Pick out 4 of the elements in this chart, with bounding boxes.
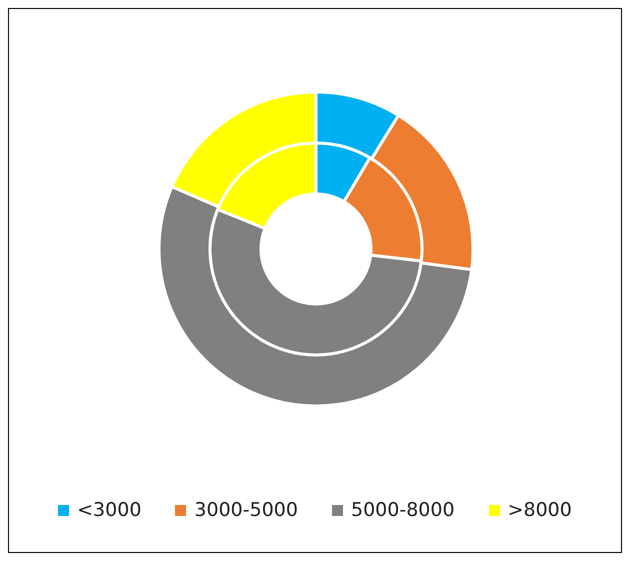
legend-label: >8000	[508, 499, 572, 521]
legend-label: <3000	[77, 499, 142, 521]
legend-label: 3000-5000	[194, 499, 298, 521]
legend-label: 5000-8000	[351, 499, 455, 521]
